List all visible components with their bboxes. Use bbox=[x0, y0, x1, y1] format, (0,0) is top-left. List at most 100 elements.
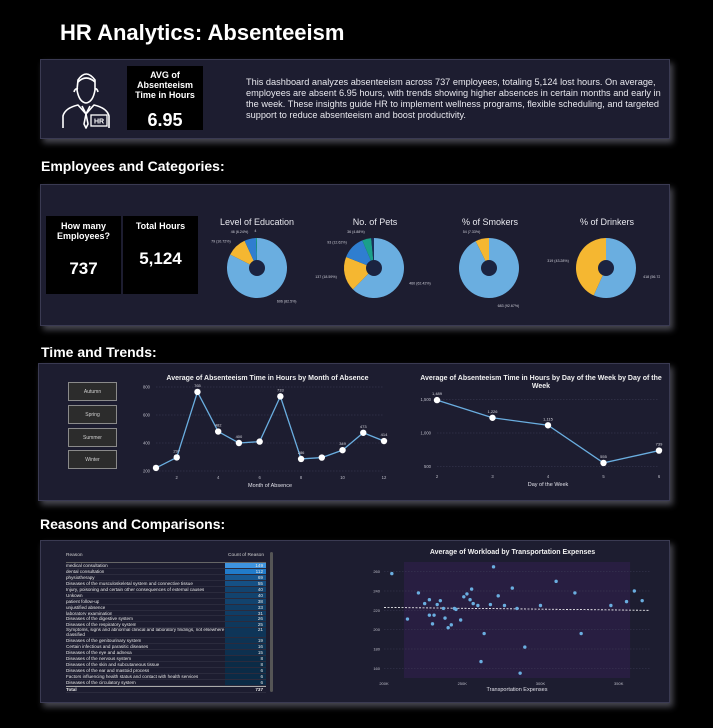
scatter-point[interactable] bbox=[471, 601, 475, 606]
reasons-table: Reason Count of Reason medical consultat… bbox=[66, 553, 266, 693]
data-point[interactable] bbox=[600, 459, 607, 467]
scatter-point[interactable] bbox=[422, 601, 427, 606]
table-row[interactable]: Injury, poisoning and certain other cons… bbox=[66, 586, 266, 593]
scatter-point[interactable] bbox=[427, 613, 432, 617]
data-point[interactable] bbox=[380, 437, 388, 445]
data-point[interactable] bbox=[433, 396, 441, 404]
scatter-point[interactable] bbox=[515, 606, 519, 611]
table-row[interactable]: unjustified absence 33 bbox=[66, 604, 266, 611]
data-point[interactable] bbox=[655, 447, 663, 454]
table-row[interactable]: patient follow-up 38 bbox=[66, 598, 266, 605]
data-point[interactable] bbox=[194, 388, 201, 396]
data-point[interactable] bbox=[256, 438, 263, 445]
scatter-point[interactable] bbox=[632, 589, 637, 593]
scatter-point[interactable] bbox=[488, 602, 493, 607]
scatter-point[interactable] bbox=[438, 598, 443, 603]
x-tick-label: 3 bbox=[491, 474, 494, 479]
y-tick-label: 180 bbox=[373, 647, 380, 652]
scatter-point[interactable] bbox=[502, 603, 507, 608]
scatter-point[interactable] bbox=[432, 613, 436, 617]
pie-slice-label: 460 (62.42%) bbox=[409, 281, 431, 285]
count-cell: 38 bbox=[225, 598, 266, 604]
scatter-point[interactable] bbox=[640, 598, 644, 603]
scatter-point[interactable] bbox=[441, 606, 446, 611]
table-row[interactable]: physiotherapy 69 bbox=[66, 574, 266, 581]
table-row[interactable]: Diseases of the musculoskeletal system a… bbox=[66, 580, 266, 587]
data-point[interactable] bbox=[152, 464, 160, 472]
season-filter-spring[interactable]: Spring bbox=[68, 405, 117, 424]
scatter-point[interactable] bbox=[443, 616, 447, 620]
data-point[interactable] bbox=[235, 439, 243, 447]
scatter-point[interactable] bbox=[573, 591, 577, 595]
data-point[interactable] bbox=[173, 454, 180, 461]
season-filter-summer[interactable]: Summer bbox=[68, 428, 117, 447]
table-row[interactable]: medical consultation 149 bbox=[66, 563, 266, 569]
scatter-point[interactable] bbox=[479, 659, 483, 664]
scatter-point[interactable] bbox=[435, 602, 439, 607]
reason-cell: Diseases of the skin and subcutaneous ti… bbox=[66, 662, 160, 667]
scatter-point[interactable] bbox=[609, 603, 613, 608]
reason-cell: Symptoms, signs and abnormal clinical an… bbox=[66, 628, 225, 637]
scatter-point[interactable] bbox=[624, 599, 629, 604]
table-row[interactable]: Diseases of the nervous system 8 bbox=[66, 656, 266, 663]
pie-slice bbox=[344, 256, 374, 290]
month-chart-title: Average of Absenteeism Time in Hours by … bbox=[166, 375, 369, 382]
scatter-point[interactable] bbox=[518, 671, 522, 675]
reason-column-header[interactable]: Reason bbox=[66, 553, 83, 558]
table-row[interactable]: laboratory examination 31 bbox=[66, 610, 266, 617]
scatter-point[interactable] bbox=[465, 592, 469, 596]
scatter-point[interactable] bbox=[390, 571, 394, 576]
season-filter-winter[interactable]: Winter bbox=[68, 450, 117, 469]
x-tick-label: 200K bbox=[379, 681, 389, 686]
scatter-point[interactable] bbox=[579, 631, 583, 636]
scatter-point[interactable] bbox=[416, 591, 421, 595]
table-row[interactable]: Diseases of the digestive system 26 bbox=[66, 616, 266, 623]
table-row[interactable]: Diseases of the skin and subcutaneous ti… bbox=[66, 662, 266, 668]
scatter-point[interactable] bbox=[468, 598, 472, 602]
data-point[interactable] bbox=[297, 455, 305, 463]
table-row[interactable]: Symptoms, signs and abnormal clinical an… bbox=[66, 628, 266, 639]
table-row[interactable]: dental consultation 112 bbox=[66, 568, 266, 575]
scatter-point[interactable] bbox=[538, 603, 543, 608]
data-point[interactable] bbox=[277, 393, 284, 400]
data-point[interactable] bbox=[489, 414, 496, 421]
data-point[interactable] bbox=[544, 422, 552, 429]
data-point[interactable] bbox=[360, 429, 367, 436]
table-row[interactable]: Diseases of the respiratory system 25 bbox=[66, 622, 266, 629]
scatter-point[interactable] bbox=[405, 617, 410, 621]
scatter-point[interactable] bbox=[427, 598, 432, 602]
scatter-point[interactable] bbox=[496, 594, 500, 598]
scatter-point[interactable] bbox=[491, 565, 496, 569]
scatter-point[interactable] bbox=[482, 631, 486, 636]
x-axis-label: Transportation Expenses bbox=[487, 687, 548, 693]
data-point[interactable] bbox=[318, 454, 326, 461]
count-column-header[interactable]: Count of Reason bbox=[228, 553, 265, 558]
time-panel bbox=[38, 363, 670, 501]
scatter-point[interactable] bbox=[554, 579, 558, 584]
table-row[interactable]: Unkown 40 bbox=[66, 592, 266, 599]
total-hours-kpi: Total Hours 5,124 bbox=[123, 216, 198, 294]
table-row[interactable]: Diseases of the genitourinary system 19 bbox=[66, 638, 266, 645]
scatter-point[interactable] bbox=[462, 595, 466, 599]
scatter-point[interactable] bbox=[454, 607, 458, 612]
weekday-chart-title: Average of Absenteeism Time in Hours by … bbox=[420, 375, 662, 390]
scatter-point[interactable] bbox=[458, 618, 463, 622]
table-row[interactable]: Diseases of the circulatory system 6 bbox=[66, 679, 266, 686]
scatter-point[interactable] bbox=[446, 626, 450, 630]
scatter-point[interactable] bbox=[449, 623, 453, 627]
season-filter-autumn[interactable]: Autumn bbox=[68, 382, 117, 401]
scatter-point[interactable] bbox=[523, 645, 527, 649]
data-point[interactable] bbox=[214, 428, 222, 435]
table-scrollbar[interactable] bbox=[270, 552, 273, 692]
table-row[interactable]: Diseases of the eye and adnexa 15 bbox=[66, 650, 266, 657]
table-row[interactable]: Factors influencing health status and co… bbox=[66, 673, 266, 680]
scatter-point[interactable] bbox=[430, 622, 435, 626]
scatter-point[interactable] bbox=[476, 603, 480, 608]
table-row[interactable]: Certain infectious and parasitic disease… bbox=[66, 644, 266, 651]
scatter-point[interactable] bbox=[510, 586, 515, 590]
count-cell: 16 bbox=[225, 644, 266, 649]
data-point[interactable] bbox=[339, 446, 346, 454]
table-row[interactable]: Diseases of the ear and mastoid process 6 bbox=[66, 668, 266, 674]
scatter-point[interactable] bbox=[469, 587, 474, 591]
data-label: 349 bbox=[339, 441, 346, 446]
